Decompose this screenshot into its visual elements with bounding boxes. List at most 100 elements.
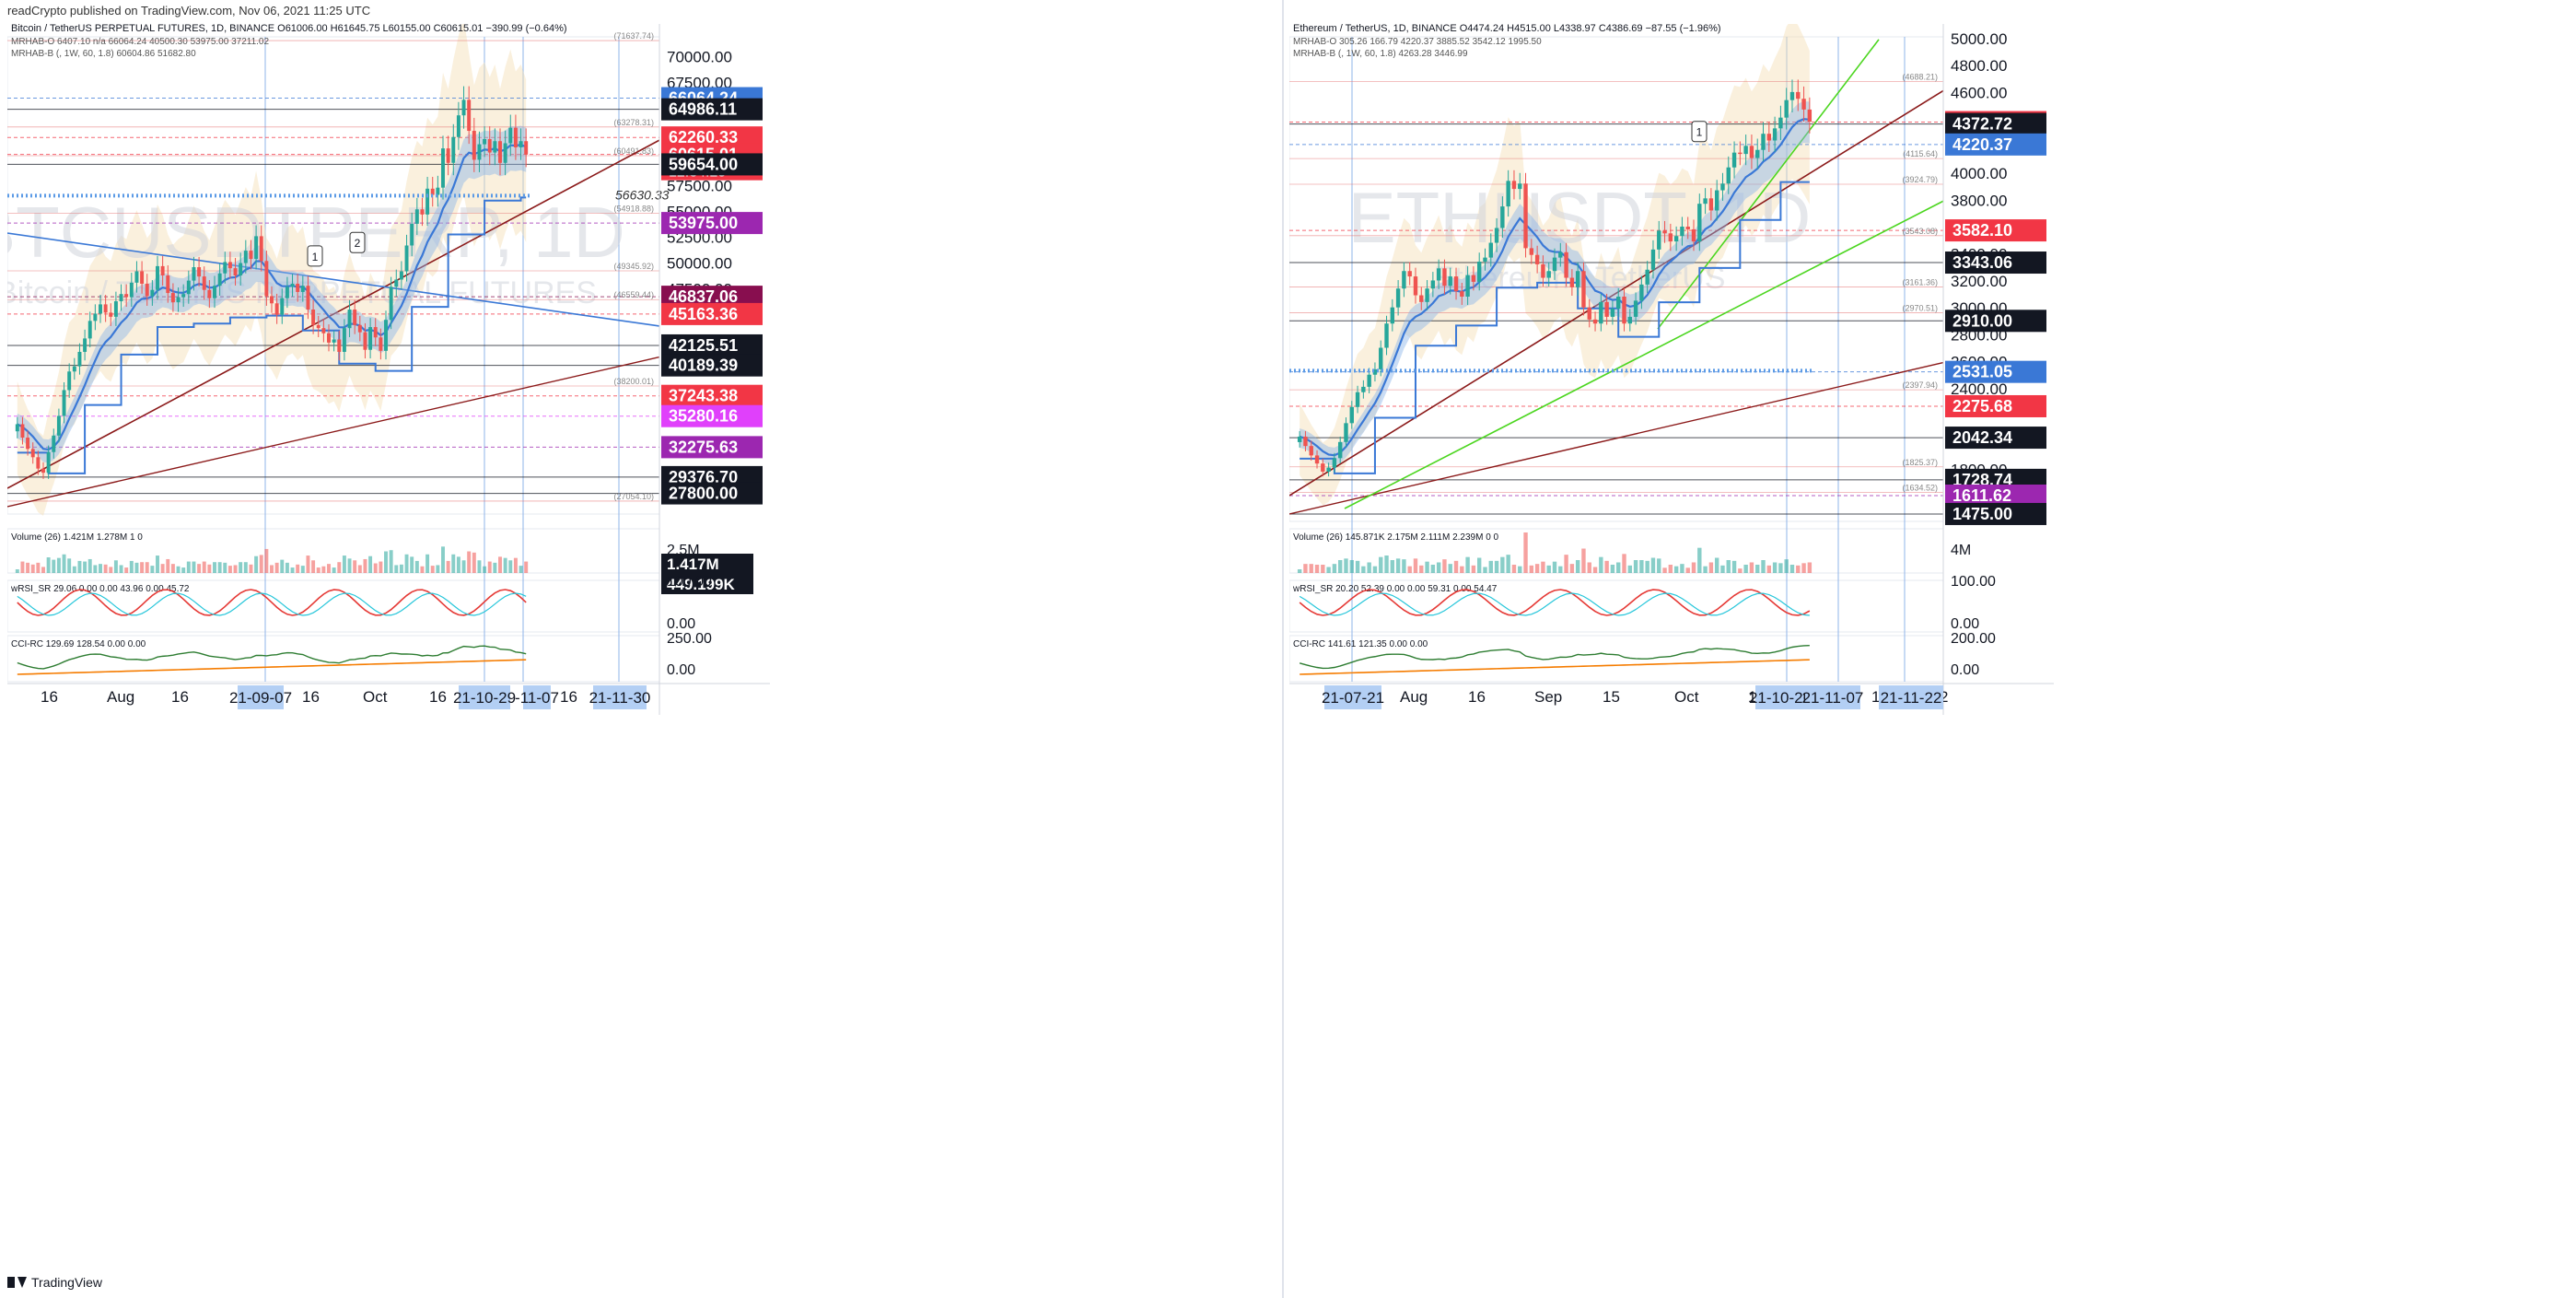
candle-body (1650, 249, 1656, 270)
candle-body (30, 449, 35, 458)
volume-bar (77, 560, 82, 573)
volume-bar (259, 555, 263, 573)
btc-chart-panel[interactable]: BTCUSDTPERP, 1D Bitcoin / TetherUS PERPET… (7, 24, 1278, 1262)
tradingview-logo-icon (7, 1277, 27, 1288)
price-tag-label: 53975.00 (669, 214, 738, 232)
volume-bar (113, 560, 118, 573)
candle-body (1731, 152, 1737, 168)
candle-body (1453, 276, 1459, 292)
volume-bar (1448, 564, 1452, 573)
volume-bar (414, 560, 419, 573)
level-label: (60491.83) (613, 146, 654, 156)
candle-body (26, 438, 30, 450)
volume-legend: Volume (26) 1.421M 1.278M 1 0 (11, 532, 143, 543)
volume-bar (394, 565, 399, 573)
volume-bar (1425, 561, 1429, 573)
price-tag-label: 42125.51 (669, 336, 738, 355)
volume-bar (1807, 562, 1813, 573)
volume-bar (1326, 567, 1331, 573)
level-label: (3161.36) (1902, 278, 1938, 287)
volume-bar (1633, 560, 1638, 573)
candle-body (425, 188, 430, 215)
x-tick-label: 15 (1603, 688, 1620, 706)
candle-body (186, 280, 191, 295)
trend-line (7, 232, 660, 327)
candle-body (379, 337, 383, 351)
volume-bar (243, 562, 248, 573)
candle-body (1569, 277, 1575, 287)
price-tag (661, 98, 763, 121)
trend-line (7, 356, 660, 508)
candle-body (430, 188, 435, 195)
volume-bar (1442, 559, 1447, 573)
volume-bar (285, 562, 289, 573)
volume-bar (160, 564, 165, 573)
volume-bar (379, 561, 383, 573)
y-tick-label: 70000.00 (667, 48, 732, 65)
volume-bar (363, 558, 367, 573)
volume-bar (166, 558, 170, 573)
candle-body (357, 324, 362, 333)
cci-pane (7, 635, 660, 683)
callout-box (1691, 121, 1708, 143)
main-pane (1289, 36, 1944, 522)
volume-bar (524, 561, 529, 573)
candle-body (1436, 268, 1441, 281)
volume-bar (1436, 562, 1441, 573)
volume-bar (1349, 560, 1354, 573)
candle-body (306, 286, 310, 310)
price-tag-label: 59654.00 (669, 155, 738, 173)
volume-bar (1755, 565, 1760, 573)
volume-bar (1801, 563, 1806, 573)
candle-body (1761, 134, 1766, 150)
volume-bar (93, 565, 98, 573)
callout-box (307, 245, 323, 267)
candle-body (87, 321, 92, 339)
cci-pane (1289, 635, 1944, 683)
volume-bar (1379, 556, 1383, 573)
candle-body (1703, 198, 1708, 205)
x-tick-label: Sep (1534, 688, 1562, 706)
price-tag-label: 37243.38 (669, 387, 738, 405)
volume-bar (1488, 560, 1493, 573)
y-tick-label: 4600.00 (1951, 84, 2007, 101)
volume-bar (213, 562, 216, 573)
candle-body (414, 209, 419, 224)
candle-body (493, 141, 497, 153)
x-tick-label: Oct (363, 688, 388, 706)
x-tick-label: Aug (1400, 688, 1428, 706)
volume-bar (290, 567, 295, 573)
candle-body (1442, 268, 1447, 286)
price-tag (1945, 360, 2046, 383)
cci-signal-line (1300, 659, 1810, 675)
price-tag-label: 35280.16 (669, 407, 738, 426)
volume-bar (1726, 560, 1731, 573)
candle-body (1796, 91, 1801, 99)
volume-bar (342, 555, 346, 573)
volume-bar (1738, 568, 1743, 573)
price-tag (661, 482, 763, 505)
volume-bar (357, 565, 362, 573)
candle-body (1303, 436, 1308, 447)
x-highlight-box (1755, 685, 1805, 709)
candle-body (1430, 280, 1436, 289)
candle-body (274, 303, 279, 315)
volume-bar (1604, 560, 1609, 573)
volume-bar (280, 559, 285, 573)
volume-bar (1506, 555, 1510, 573)
volume-bar (36, 562, 41, 573)
volume-bar (1321, 565, 1325, 573)
volume-bar (129, 560, 134, 573)
price-tag-label: 2531.05 (1952, 363, 2012, 381)
candle-body (1500, 206, 1505, 228)
volume-bar (20, 561, 25, 573)
panel-divider[interactable] (1282, 0, 1284, 1298)
candle-body (1546, 271, 1551, 278)
candle-body (176, 297, 181, 303)
price-tag (661, 404, 763, 427)
candle-body (285, 286, 289, 298)
volume-bar (1673, 566, 1679, 573)
